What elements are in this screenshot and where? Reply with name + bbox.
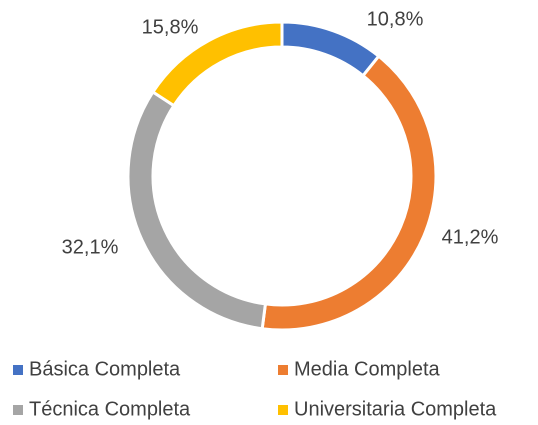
legend-swatch	[278, 365, 288, 375]
legend-swatch	[278, 405, 288, 415]
data-label: 32,1%	[62, 236, 119, 258]
legend-label: Universitaria Completa	[294, 398, 497, 420]
data-label: 10,8%	[367, 8, 424, 30]
donut-slice	[280, 20, 381, 78]
donut-slice	[150, 20, 284, 108]
data-label: 41,2%	[442, 226, 499, 248]
legend-label: Media Completa	[294, 358, 441, 380]
legend-swatch	[13, 405, 23, 415]
donut-slice	[126, 89, 268, 331]
data-label: 15,8%	[142, 16, 199, 38]
legend-swatch	[13, 365, 23, 375]
donut-slice	[260, 54, 438, 332]
legend-label: Básica Completa	[29, 358, 181, 380]
legend-label: Técnica Completa	[29, 398, 191, 420]
